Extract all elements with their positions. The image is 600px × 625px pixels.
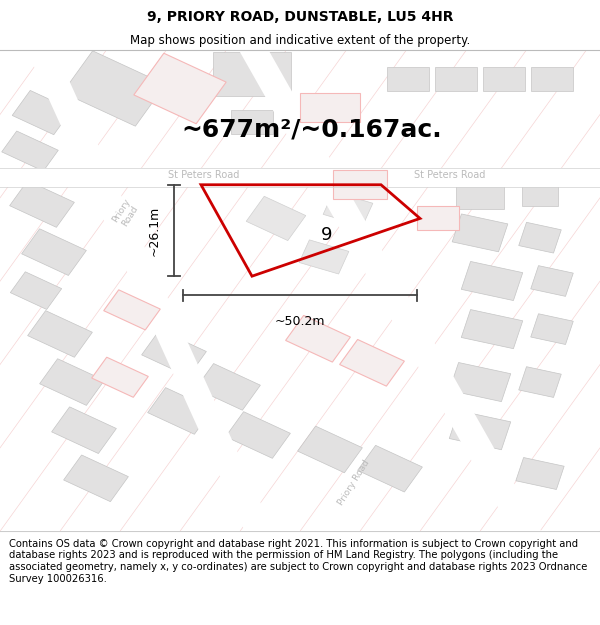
Polygon shape xyxy=(226,412,290,458)
Polygon shape xyxy=(323,192,373,226)
Text: Priory Road: Priory Road xyxy=(337,459,371,508)
Polygon shape xyxy=(461,309,523,349)
Polygon shape xyxy=(228,21,552,560)
Polygon shape xyxy=(299,240,349,274)
Polygon shape xyxy=(483,67,525,91)
Text: St Peters Road: St Peters Road xyxy=(169,170,239,180)
Text: ~677m²/~0.167ac.: ~677m²/~0.167ac. xyxy=(182,118,442,141)
Polygon shape xyxy=(148,388,212,434)
Polygon shape xyxy=(10,181,74,228)
Polygon shape xyxy=(456,180,504,209)
Polygon shape xyxy=(286,316,350,362)
Text: Map shows position and indicative extent of the property.: Map shows position and indicative extent… xyxy=(130,34,470,47)
Polygon shape xyxy=(298,426,362,472)
Polygon shape xyxy=(519,222,561,253)
Polygon shape xyxy=(28,311,92,358)
Polygon shape xyxy=(531,67,573,91)
Polygon shape xyxy=(519,367,561,398)
Text: Priory
Road: Priory Road xyxy=(111,198,141,230)
Polygon shape xyxy=(40,359,104,406)
Polygon shape xyxy=(531,314,573,344)
Polygon shape xyxy=(196,364,260,410)
Text: St Peters Road: St Peters Road xyxy=(415,170,485,180)
Polygon shape xyxy=(17,22,283,559)
Polygon shape xyxy=(12,91,72,135)
Polygon shape xyxy=(104,290,160,330)
Polygon shape xyxy=(452,214,508,252)
Polygon shape xyxy=(10,272,62,309)
Polygon shape xyxy=(64,455,128,502)
Polygon shape xyxy=(300,93,360,122)
Polygon shape xyxy=(134,53,226,124)
Polygon shape xyxy=(213,52,291,96)
Text: 9, PRIORY ROAD, DUNSTABLE, LU5 4HR: 9, PRIORY ROAD, DUNSTABLE, LU5 4HR xyxy=(147,10,453,24)
Polygon shape xyxy=(461,261,523,301)
Polygon shape xyxy=(52,407,116,454)
Polygon shape xyxy=(340,339,404,386)
Polygon shape xyxy=(22,229,86,276)
Polygon shape xyxy=(0,168,600,187)
Polygon shape xyxy=(449,411,511,450)
Polygon shape xyxy=(142,330,206,376)
Polygon shape xyxy=(522,182,558,206)
Polygon shape xyxy=(92,357,148,398)
Polygon shape xyxy=(231,110,273,134)
Polygon shape xyxy=(516,458,564,489)
Text: ~26.1m: ~26.1m xyxy=(148,206,161,256)
Polygon shape xyxy=(449,362,511,402)
Polygon shape xyxy=(531,266,573,296)
Text: Contains OS data © Crown copyright and database right 2021. This information is : Contains OS data © Crown copyright and d… xyxy=(9,539,587,584)
Polygon shape xyxy=(246,196,306,241)
Polygon shape xyxy=(387,67,429,91)
Text: ~50.2m: ~50.2m xyxy=(275,315,325,328)
Polygon shape xyxy=(417,206,459,231)
Polygon shape xyxy=(333,170,387,199)
Text: 9: 9 xyxy=(321,226,333,244)
Polygon shape xyxy=(358,446,422,492)
Polygon shape xyxy=(62,51,166,126)
Polygon shape xyxy=(2,131,58,171)
Polygon shape xyxy=(435,67,477,91)
